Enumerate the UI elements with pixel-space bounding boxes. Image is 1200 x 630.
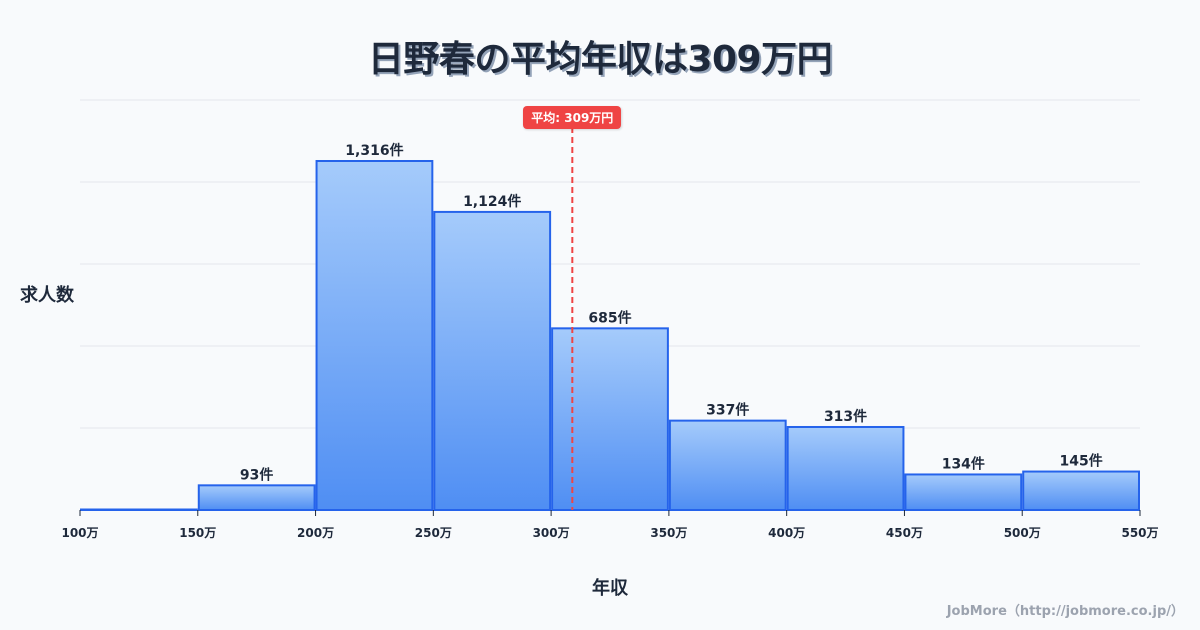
x-axis: 100万 150万 200万 250万 300万 350万 400万 450万 500万 550万: [61, 510, 1159, 540]
bar-value-label: 313件: [824, 408, 867, 425]
bar-value-label: 134件: [942, 455, 985, 472]
bar-value-label: 337件: [706, 402, 749, 419]
x-tick-label: 400万: [768, 526, 805, 540]
y-axis-label: 求人数: [20, 285, 74, 306]
x-tick-label: 150万: [179, 526, 216, 540]
bar-value-label: 145件: [1059, 453, 1102, 470]
x-tick-label: 200万: [297, 526, 334, 540]
histogram-bar: [1022, 470, 1141, 512]
bar-value-label: 93件: [240, 466, 273, 483]
chart-title: 日野春の平均年収は309万円: [367, 39, 833, 80]
x-tick-label: 100万: [61, 526, 98, 540]
bar-value-label: 1,316件: [345, 142, 403, 159]
x-tick-label: 250万: [415, 526, 452, 540]
bars: [80, 159, 1141, 512]
bar-value-labels: 93件 1,316件 1,124件 685件 337件 313件 134件 145件: [240, 142, 1103, 483]
x-tick-label: 350万: [650, 526, 687, 540]
bar-value-label: 1,124件: [463, 193, 521, 210]
average-badge: 平均: 309万円: [523, 106, 622, 129]
histogram-bar: [904, 473, 1023, 512]
bar-value-label: 685件: [588, 309, 631, 326]
histogram-bar: [668, 419, 787, 511]
histogram-bar: [315, 159, 434, 511]
histogram-bar: [551, 327, 669, 511]
x-tick-label: 300万: [533, 526, 570, 540]
x-tick-label: 500万: [1004, 526, 1041, 540]
histogram-bar: [433, 210, 552, 511]
x-axis-label: 年収: [592, 578, 628, 599]
histogram-bar: [197, 484, 316, 512]
histogram-bar: [786, 425, 905, 512]
source-credit: JobMore（http://jobmore.co.jp/）: [946, 604, 1184, 619]
x-tick-label: 450万: [886, 526, 923, 540]
x-tick-label: 550万: [1121, 526, 1158, 540]
histogram-bar: [80, 508, 198, 511]
